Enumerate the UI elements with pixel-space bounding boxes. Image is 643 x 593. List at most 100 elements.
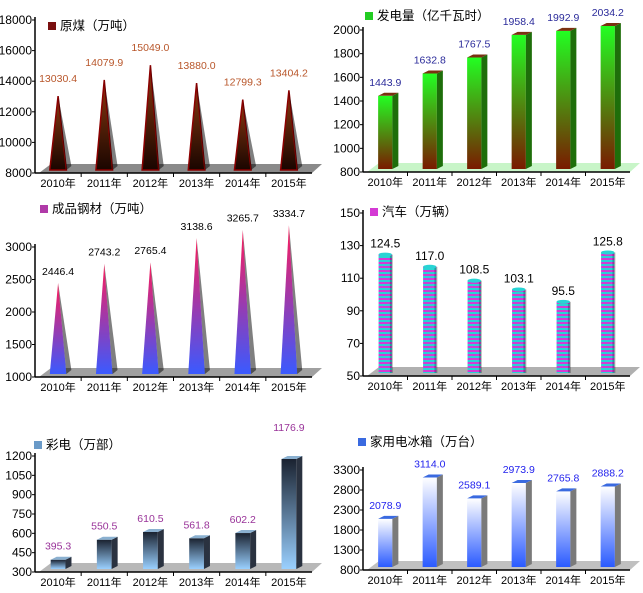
chart-3: 1000 1500 2000 2500 3000 2010年 2446.4 2011年 2743…	[5, 202, 322, 394]
pyramid-side	[288, 90, 303, 170]
data-label: 2973.9	[503, 464, 535, 476]
y-tick-label: 1800	[333, 523, 360, 537]
data-label: 15049.0	[131, 42, 169, 54]
bar-cap	[422, 70, 443, 74]
bar-cap	[96, 536, 118, 540]
y-tick-label: 2300	[333, 503, 360, 517]
pyramid-side	[242, 99, 257, 170]
y-tick-label: 150	[340, 206, 360, 220]
pyramid-side	[242, 229, 257, 374]
cylinder-bar	[378, 254, 392, 373]
bar-side	[614, 483, 621, 567]
cylinder-shade	[389, 254, 393, 373]
cylinder-bar	[467, 280, 481, 373]
bar-side	[525, 31, 532, 169]
data-label: 2743.2	[88, 247, 120, 259]
data-label: 2034.2	[592, 7, 624, 19]
x-tick-label: 2011年	[412, 379, 447, 393]
pyramid-side	[196, 83, 210, 170]
x-tick-label: 2010年	[40, 575, 75, 589]
cylinder-bar	[556, 301, 570, 373]
y-tick-label: 110	[341, 271, 360, 285]
y-tick-label: 2500	[5, 273, 32, 287]
y-tick-label: 50	[347, 369, 361, 383]
cylinder-shade	[523, 289, 527, 373]
bar	[511, 483, 526, 567]
cylinder-top	[423, 264, 437, 269]
bar-cap	[235, 530, 257, 534]
y-tick-label: 1500	[5, 338, 32, 352]
y-tick-label: 450	[12, 546, 32, 560]
bar-cap	[378, 515, 399, 519]
y-tick-label: 1300	[333, 543, 360, 557]
data-label: 2078.9	[369, 500, 401, 512]
pyramid-side	[196, 237, 210, 374]
y-tick-label: 1800	[333, 47, 360, 61]
bar-cap	[467, 495, 488, 499]
x-tick-label: 2015年	[590, 175, 625, 189]
chart-6: 800 1300 1800 2300 2800 3300 2010年 2078.9 2011年 3…	[333, 434, 640, 587]
bar	[50, 559, 66, 569]
bar-cap	[556, 488, 577, 492]
x-tick-label: 2011年	[87, 575, 122, 589]
data-label: 13404.2	[270, 67, 308, 79]
chart-floor	[39, 563, 322, 572]
pyramid-bar	[95, 79, 114, 171]
cylinder-shade	[612, 252, 616, 373]
y-tick-label: 3000	[5, 240, 32, 254]
cylinder-shade	[434, 266, 438, 373]
bar-cap	[511, 31, 532, 35]
legend-label: 发电量（亿千瓦时）	[377, 8, 490, 23]
bar-side	[614, 22, 621, 169]
data-label: 13880.0	[178, 60, 216, 72]
data-label: 1958.4	[503, 16, 535, 28]
chart-floor	[367, 163, 640, 172]
bar-side	[203, 535, 210, 569]
bar-cap	[378, 92, 399, 96]
x-tick-label: 2011年	[412, 573, 447, 587]
x-tick-label: 2015年	[271, 575, 306, 589]
y-tick-label: 800	[340, 165, 360, 179]
chart-4: 50 70 90 110 130 150 2010年 124.5 2011年 117.0 2012年…	[340, 204, 640, 393]
bar	[378, 518, 393, 567]
pyramid-side	[58, 282, 72, 374]
x-tick-label: 2015年	[590, 573, 625, 587]
y-tick-label: 2000	[333, 23, 360, 37]
legend-label: 彩电（万部）	[46, 437, 121, 452]
bar	[511, 34, 526, 169]
bar	[143, 531, 158, 569]
bar	[235, 533, 251, 569]
bar-side	[157, 528, 164, 569]
bar	[600, 486, 615, 567]
cylinder-top	[378, 252, 392, 257]
legend-swatch	[358, 438, 366, 446]
cylinder-shade	[567, 301, 571, 373]
bar	[422, 477, 437, 567]
x-tick-label: 2015年	[590, 379, 625, 393]
y-tick-label: 70	[347, 336, 361, 350]
x-tick-label: 2011年	[412, 175, 447, 189]
x-tick-label: 2014年	[225, 380, 260, 394]
pyramid-side	[104, 79, 118, 170]
legend-swatch	[365, 12, 373, 20]
chart-5: 300 450 600 750 900 1050 1200 2010年 395.3 2011年 55…	[5, 422, 322, 589]
data-label: 14079.9	[85, 57, 123, 69]
bar-side	[570, 27, 577, 170]
bar	[189, 538, 204, 569]
y-tick-label: 300	[12, 565, 32, 579]
data-label: 124.5	[370, 237, 400, 251]
bar	[467, 498, 482, 567]
pyramid-bar	[234, 229, 252, 374]
bar-side	[65, 556, 72, 569]
legend-swatch	[40, 205, 48, 213]
x-tick-label: 2010年	[368, 379, 403, 393]
data-label: 3138.6	[181, 221, 213, 233]
cylinder-top	[556, 299, 570, 304]
bar-cap	[50, 556, 72, 560]
data-label: 2446.4	[42, 266, 74, 278]
bar-side	[111, 536, 118, 569]
bar-side	[296, 455, 303, 569]
data-label: 2888.2	[592, 467, 624, 479]
legend-label: 汽车（万辆）	[382, 204, 457, 219]
bar-cap	[422, 474, 443, 478]
